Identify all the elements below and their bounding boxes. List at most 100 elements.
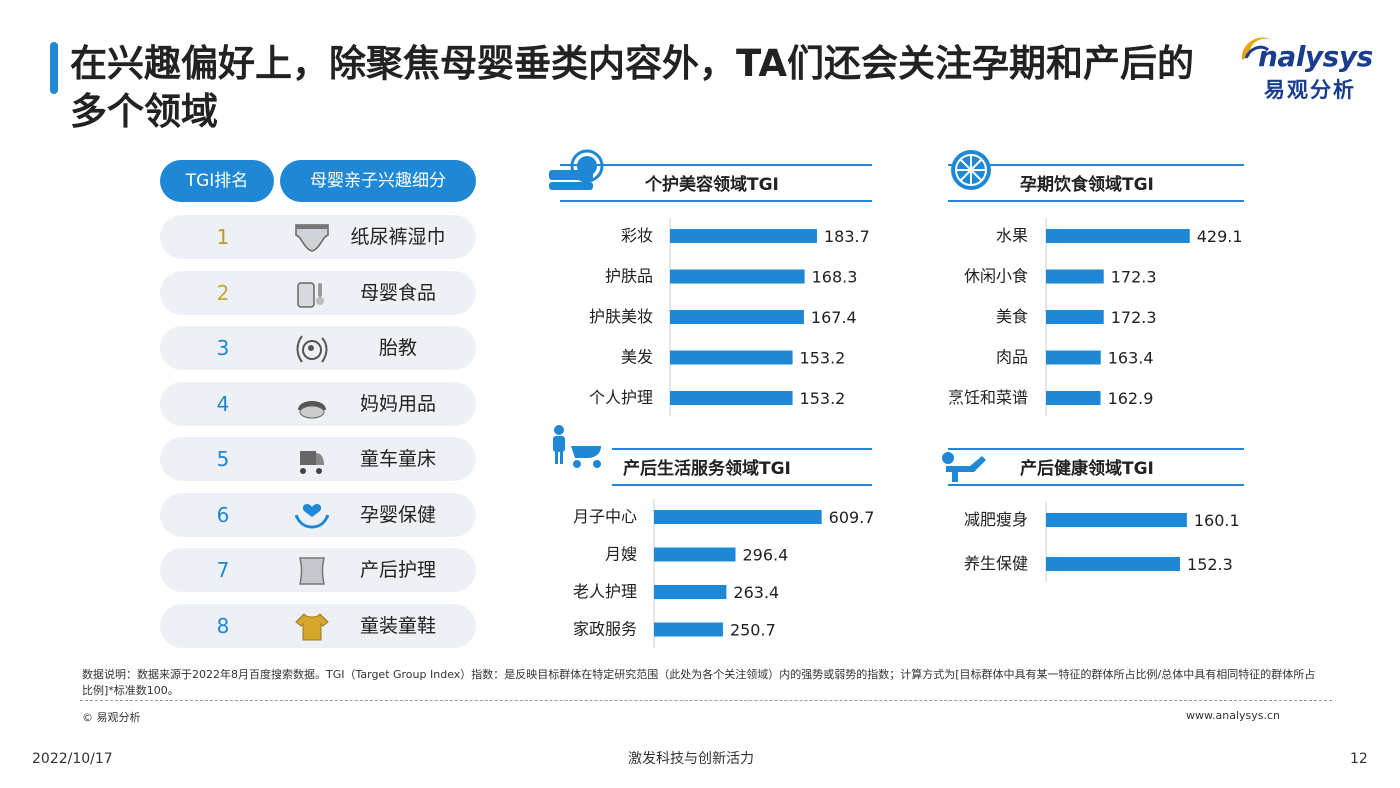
footer-divider: [80, 700, 1332, 701]
value-label: 172.3: [1111, 268, 1157, 287]
website-link[interactable]: www.analysys.cn: [1186, 709, 1280, 722]
waist-belt-icon: [292, 554, 332, 586]
page-title: 在兴趣偏好上，除聚焦母婴垂类内容外，TA们还会关注孕期和产后的多个领域: [70, 42, 1194, 133]
title-accent-bar: [50, 42, 58, 94]
bar: [670, 310, 804, 324]
value-label: 609.7: [829, 508, 875, 527]
panel-top-rule: [612, 448, 872, 450]
rank-label: 母婴食品: [359, 281, 436, 304]
bar: [1046, 513, 1187, 527]
bar: [654, 547, 736, 562]
rank-number: 3: [216, 336, 230, 360]
bar: [1046, 269, 1104, 284]
category-label: 美发: [621, 348, 653, 367]
value-label: 162.9: [1108, 389, 1154, 408]
data-note: 数据说明：数据来源于2022年8月百度搜索数据。TGI（Target Group…: [82, 668, 1316, 697]
rank-label: 妈妈用品: [359, 392, 436, 415]
value-label: 160.1: [1194, 511, 1240, 530]
table-row: 7 产后护理: [160, 548, 476, 592]
panel-top-rule: [948, 448, 1244, 450]
bar: [670, 350, 793, 365]
chart-title: 产后生活服务领域TGI: [623, 459, 791, 479]
rank-number: 8: [216, 613, 230, 638]
stroller-icon: [292, 443, 332, 475]
bar: [670, 229, 817, 243]
mom-product-icon: [292, 388, 332, 420]
category-label: 减肥瘦身: [964, 510, 1028, 529]
pregnancy-icon: [292, 332, 332, 364]
rank-number: 5: [216, 447, 230, 471]
rank-label: 童车童床: [359, 448, 436, 470]
value-label: 263.4: [733, 583, 779, 602]
chart-title: 产后健康领域TGI: [1020, 459, 1154, 479]
category-label: 护肤美妆: [589, 307, 653, 326]
bar: [654, 622, 723, 637]
value-label: 250.7: [730, 621, 776, 640]
logo-text-cn: 易观分析: [1264, 78, 1356, 102]
category-label: 月嫂: [605, 545, 637, 564]
kids-clothes-icon: [292, 610, 332, 642]
bar: [670, 269, 805, 284]
category-label: 护肤品: [605, 267, 653, 286]
value-label: 429.1: [1197, 227, 1243, 246]
category-label: 肉品: [996, 348, 1028, 367]
category-label: 养生保健: [964, 554, 1028, 573]
rank-number: 4: [216, 391, 230, 416]
bar: [1046, 310, 1104, 324]
category-label: 月子中心: [573, 507, 637, 526]
table-header-category: 母婴亲子兴趣细分: [280, 160, 476, 202]
chart-title: 个护美容领域TGI: [645, 175, 779, 195]
category-label: 彩妆: [621, 226, 653, 245]
value-label: 153.2: [800, 349, 846, 368]
table-row: 2 母婴食品: [160, 270, 476, 315]
analysys-logo: nalysys 易观分析: [1238, 30, 1378, 102]
panel-top-rule: [948, 164, 1244, 166]
table-row: 4 妈妈用品: [160, 381, 476, 426]
family-stroller-icon: [545, 424, 611, 494]
value-label: 296.4: [743, 546, 789, 565]
rank-label: 胎教: [378, 337, 417, 359]
table-row: 8 童装童鞋: [160, 603, 476, 648]
table-row: 3 胎教: [160, 326, 476, 370]
rank-label: 孕婴保健: [359, 503, 436, 526]
rank-number: 1: [216, 225, 230, 249]
bar: [670, 391, 793, 405]
category-label: 家政服务: [573, 620, 637, 639]
table-row: 1 纸尿裤湿巾: [160, 215, 476, 259]
value-label: 163.4: [1108, 349, 1154, 368]
category-label: 个人护理: [589, 388, 653, 407]
panel-bottom-rule: [560, 200, 872, 202]
value-label: 167.4: [811, 308, 857, 327]
category-label: 烹饪和菜谱: [948, 388, 1028, 407]
slogan: 激发科技与创新活力: [628, 751, 754, 767]
chart-title: 孕期饮食领域TGI: [1020, 175, 1154, 195]
bar: [1046, 229, 1190, 243]
bar: [654, 510, 822, 524]
table-header-rank: TGI排名: [160, 160, 274, 202]
beauty-icon: [545, 148, 615, 200]
value-label: 172.3: [1111, 308, 1157, 327]
bar: [654, 585, 727, 599]
table-row: 6 孕婴保健: [160, 492, 476, 537]
bar: [1046, 557, 1181, 571]
copyright: © 易观分析: [82, 711, 141, 724]
panel-top-rule: [560, 164, 872, 166]
rank-number: 6: [216, 502, 230, 527]
rank-label: 纸尿裤湿巾: [350, 226, 446, 248]
category-label: 水果: [996, 226, 1028, 245]
orange-slice-icon: [945, 148, 1001, 200]
rank-number: 7: [216, 558, 230, 582]
rank-label: 产后护理: [359, 559, 436, 581]
panel-bottom-rule: [948, 200, 1244, 202]
baby-food-icon: [292, 277, 332, 309]
bar: [1046, 391, 1101, 405]
date: 2022/10/17: [32, 751, 113, 767]
rank-number: 2: [216, 280, 230, 305]
value-label: 152.3: [1187, 555, 1233, 574]
exercise-icon: [938, 448, 994, 492]
category-label: 美食: [996, 307, 1028, 326]
rank-label: 童装童鞋: [359, 614, 436, 637]
care-hands-icon: [292, 499, 332, 531]
value-label: 168.3: [812, 268, 858, 287]
category-label: 老人护理: [573, 582, 637, 601]
